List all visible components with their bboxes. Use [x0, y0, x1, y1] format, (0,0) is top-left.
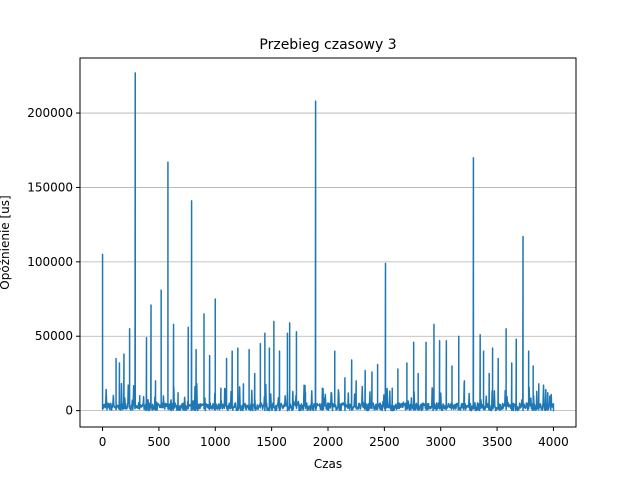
y-axis-ticks: 0 50000 100000 150000 200000 — [27, 106, 80, 418]
x-tick-label: 1500 — [256, 435, 287, 449]
series-path — [101, 72, 555, 412]
x-tick-label: 0 — [99, 435, 107, 449]
chart-title: Przebieg czasowy 3 — [259, 37, 396, 53]
y-tick-label: 50000 — [35, 329, 73, 343]
y-axis-label: Opóźnienie [us] — [0, 195, 12, 289]
x-axis-ticks: 0 500 1000 1500 2000 2500 3000 3500 4000 — [99, 427, 569, 449]
x-tick-label: 1000 — [200, 435, 231, 449]
x-axis-label: Czas — [314, 457, 342, 471]
grid-lines — [80, 112, 576, 412]
y-tick-label: 200000 — [27, 106, 73, 120]
y-tick-label: 150000 — [27, 180, 73, 194]
x-tick-label: 3000 — [425, 435, 456, 449]
series-line — [101, 72, 555, 412]
x-tick-label: 2000 — [313, 435, 344, 449]
x-tick-label: 4000 — [538, 435, 569, 449]
x-tick-label: 2500 — [369, 435, 400, 449]
x-tick-label: 3500 — [482, 435, 513, 449]
x-tick-label: 500 — [147, 435, 170, 449]
y-tick-label: 100000 — [27, 255, 73, 269]
y-tick-label: 0 — [65, 404, 73, 418]
